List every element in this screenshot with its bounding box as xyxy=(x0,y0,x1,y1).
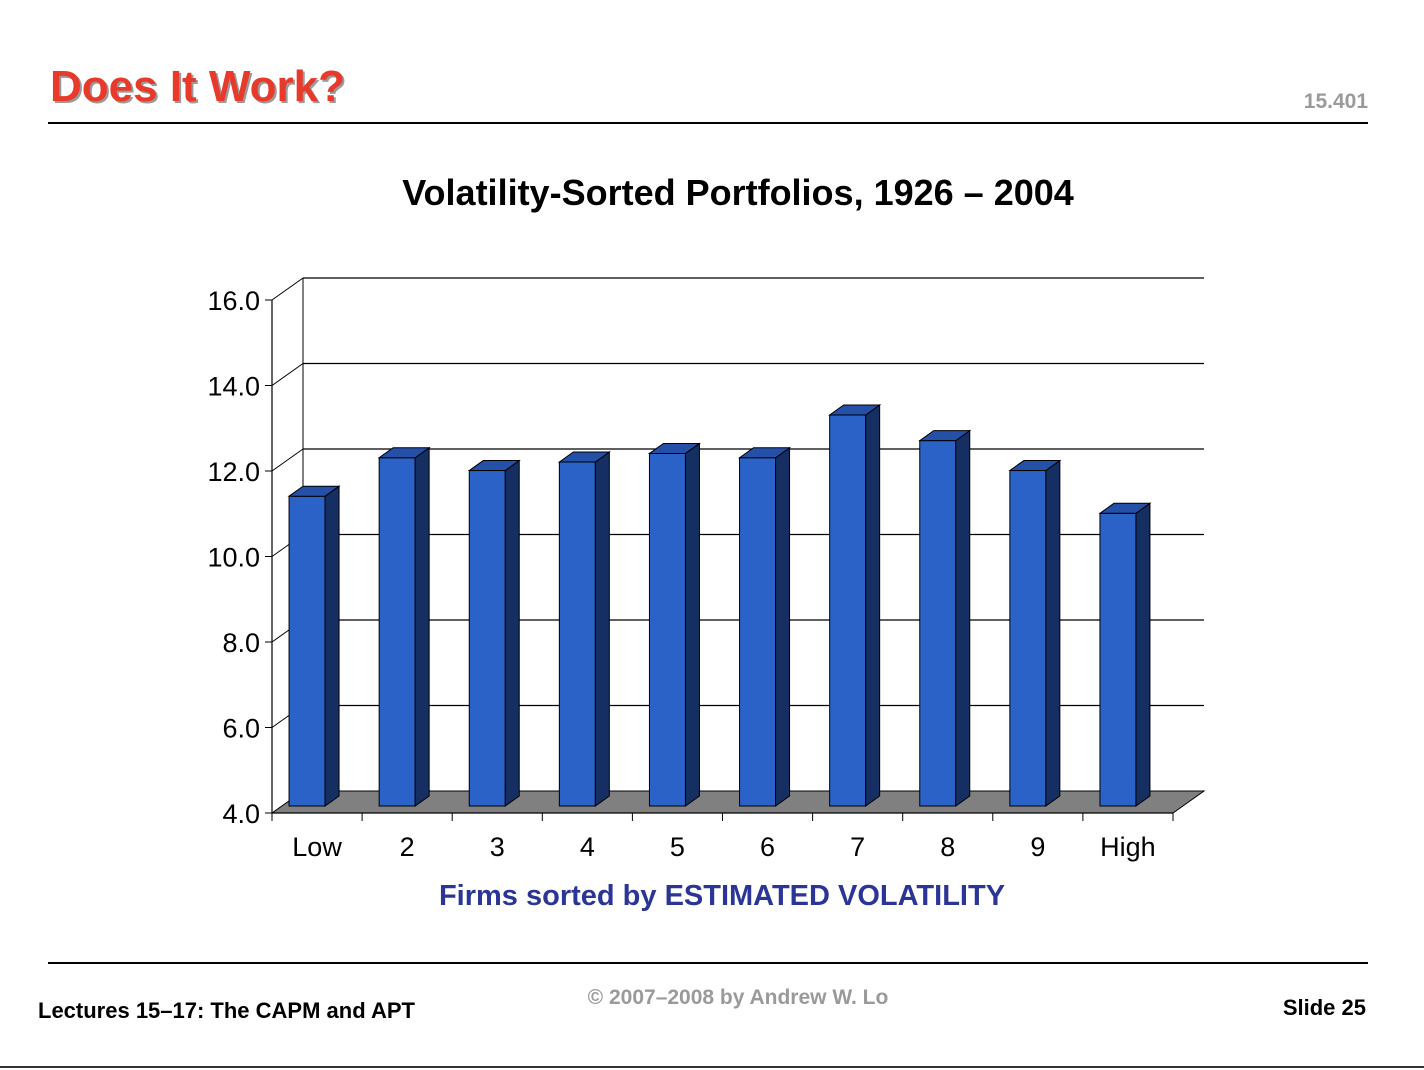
y-tick-label: 4.0 xyxy=(222,799,260,829)
bar xyxy=(557,451,611,807)
bar-top xyxy=(287,485,341,497)
bar-chart: Volatility-Sorted Portfolios, 1926 – 200… xyxy=(207,172,1206,912)
header-divider xyxy=(48,122,1368,124)
bar-front xyxy=(468,470,506,807)
y-tick-label: 14.0 xyxy=(207,372,260,402)
bar-side xyxy=(414,446,430,807)
x-tick-label: 5 xyxy=(670,832,685,862)
y-tick-label: 10.0 xyxy=(207,543,260,573)
x-tick-label: Low xyxy=(292,832,342,862)
course-number: 15.401 xyxy=(1303,90,1368,113)
bar-side xyxy=(775,446,791,807)
x-tick-label: 9 xyxy=(1030,832,1045,862)
axes xyxy=(265,299,1174,821)
x-tick-label: High xyxy=(1100,832,1156,862)
gridline-diagonal xyxy=(271,363,304,386)
bar xyxy=(737,446,792,807)
bar-side xyxy=(865,404,881,807)
bar-side xyxy=(955,429,971,807)
slide-number: Slide 25 xyxy=(1282,995,1366,1020)
bar xyxy=(647,442,702,807)
lecture-title: Lectures 15–17: The CAPM and APT xyxy=(38,998,415,1023)
y-tick-label: 12.0 xyxy=(207,457,260,487)
bars xyxy=(287,404,1152,807)
y-tick-label: 6.0 xyxy=(222,714,260,744)
bar-front xyxy=(288,495,326,807)
page-edge xyxy=(0,1066,1424,1068)
bar-top xyxy=(647,442,702,454)
gridline-diagonal xyxy=(271,277,304,301)
gridline-diagonal xyxy=(271,448,304,472)
bar-side xyxy=(594,451,610,807)
bar xyxy=(377,446,431,807)
slide-title: Does It Work? xyxy=(50,62,346,111)
bar-front xyxy=(648,452,686,807)
bar-top xyxy=(828,404,882,416)
x-axis-title: Firms sorted by ESTIMATED VOLATILITY xyxy=(439,880,1005,912)
bar-top xyxy=(918,430,972,442)
y-tick-label: 16.0 xyxy=(207,286,260,316)
footer-divider xyxy=(48,962,1368,964)
bar xyxy=(287,485,341,807)
bar xyxy=(1008,459,1062,807)
bar-front xyxy=(919,440,957,807)
y-tick-label: 8.0 xyxy=(222,628,260,658)
axis-labels: 4.0 6.0 8.0 10.0 12.0 14.0 16.0 Low 2 3 4 5 6 7 8 9 High xyxy=(207,286,1155,862)
bar-front xyxy=(739,457,777,807)
bar-side xyxy=(1045,459,1061,807)
x-tick-label: 3 xyxy=(490,832,505,862)
bar-front xyxy=(1099,512,1137,807)
bar-side xyxy=(504,459,520,807)
bar-front xyxy=(829,414,867,807)
bar xyxy=(467,459,521,807)
bar-top xyxy=(557,451,611,463)
bar-front xyxy=(1009,470,1047,807)
x-tick-label: 4 xyxy=(580,832,595,862)
bar xyxy=(1098,502,1152,807)
bar-front xyxy=(558,461,596,807)
bar-side xyxy=(324,485,340,807)
bar xyxy=(828,404,882,807)
bar-top xyxy=(1098,502,1152,514)
x-tick-label: 8 xyxy=(940,832,955,862)
bar-top xyxy=(1008,460,1062,472)
x-tick-label: 6 xyxy=(760,832,775,862)
chart-title: Volatility-Sorted Portfolios, 1926 – 200… xyxy=(402,172,1074,213)
x-tick-label: 2 xyxy=(400,832,415,862)
bar-front xyxy=(378,457,416,807)
x-tick-label: 7 xyxy=(850,832,865,862)
bar-side xyxy=(1135,502,1151,807)
bar xyxy=(918,429,972,807)
bar-top xyxy=(467,460,521,472)
bar-top xyxy=(377,447,431,459)
copyright: © 2007–2008 by Andrew W. Lo xyxy=(587,986,889,1009)
bar-top xyxy=(737,447,792,459)
bar-side xyxy=(684,442,700,807)
